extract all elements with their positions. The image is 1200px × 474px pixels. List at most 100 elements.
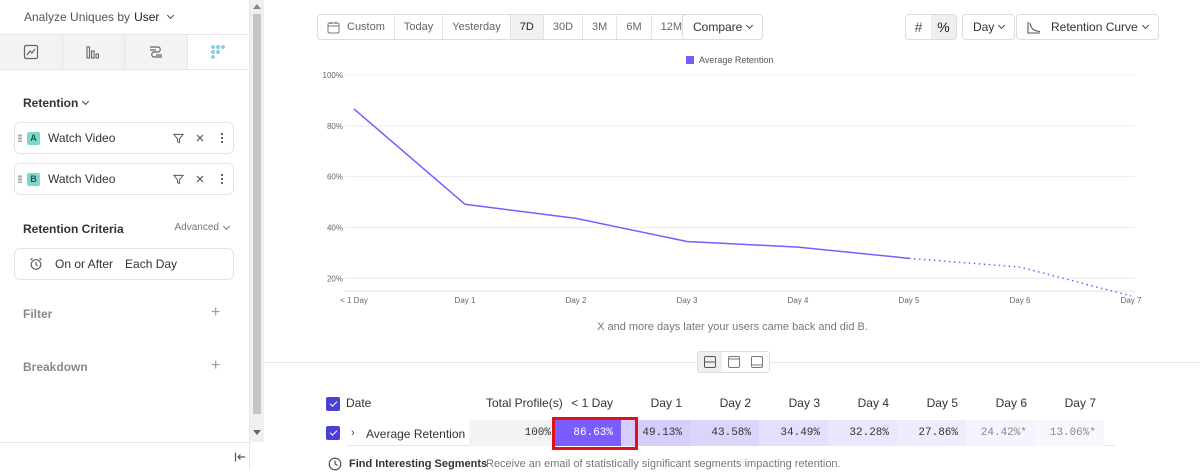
- alarm-clock-icon: [30, 257, 42, 270]
- sidebar-footer: [0, 442, 250, 470]
- x-tick-label: Day 1: [455, 296, 476, 305]
- x-tick-label: Day 2: [566, 296, 587, 305]
- close-icon[interactable]: [189, 133, 211, 143]
- layout-toggle: [697, 351, 770, 373]
- close-icon[interactable]: [189, 174, 211, 184]
- date-option-label: Custom: [347, 21, 385, 33]
- compare-button[interactable]: Compare: [682, 14, 764, 40]
- analyze-prefix: Analyze Uniques by: [24, 10, 131, 24]
- column-header-day[interactable]: Day 2: [719, 396, 751, 410]
- table-view-icon[interactable]: [745, 352, 769, 372]
- column-header-day[interactable]: Day 4: [857, 396, 889, 410]
- date-option-30d[interactable]: 30D: [544, 15, 584, 39]
- drag-handle-icon[interactable]: [18, 175, 22, 183]
- expand-row-chevron-icon[interactable]: ›: [351, 427, 355, 439]
- x-tick-label: Day 7: [1121, 296, 1142, 305]
- x-tick-label: < 1 Day: [340, 296, 368, 305]
- event-b-card[interactable]: B Watch Video: [14, 163, 234, 195]
- date-option-7d[interactable]: 7D: [510, 15, 544, 39]
- criteria-interval: Each Day: [125, 257, 178, 271]
- analyze-by-selector[interactable]: Analyze Uniques by User: [24, 10, 175, 24]
- retention-cell[interactable]: 43.58%: [690, 420, 759, 446]
- chevron-down-icon: [998, 21, 1006, 30]
- granularity-dropdown[interactable]: Day: [962, 14, 1016, 40]
- scroll-down-arrow-icon[interactable]: [253, 430, 261, 435]
- tab-retention[interactable]: [187, 35, 249, 69]
- filter-icon[interactable]: [167, 174, 189, 185]
- collapse-sidebar-icon[interactable]: [234, 451, 246, 463]
- tab-flows[interactable]: [125, 35, 188, 69]
- retention-cell[interactable]: 49.13%: [621, 420, 690, 446]
- chart-view-icon[interactable]: [722, 352, 746, 372]
- date-option-yesterday[interactable]: Yesterday: [443, 15, 511, 39]
- select-all-checkbox[interactable]: [326, 397, 340, 411]
- more-options-icon[interactable]: [211, 132, 233, 144]
- add-breakdown-plus-icon[interactable]: +: [211, 357, 221, 374]
- retention-cell[interactable]: 24.42%*: [966, 420, 1035, 446]
- date-option-3m[interactable]: 3M: [583, 15, 618, 39]
- y-tick-label: 40%: [327, 223, 343, 232]
- y-tick-label: 80%: [327, 122, 343, 131]
- chevron-down-icon: [1141, 21, 1149, 30]
- bar-chart-icon: [86, 46, 100, 59]
- legend-label: Average Retention: [699, 55, 774, 65]
- series-line-incomplete: [908, 257, 1132, 297]
- column-header-day[interactable]: Day 1: [650, 396, 682, 410]
- chevron-down-icon: [82, 97, 90, 106]
- criteria-condition: On or After: [55, 257, 114, 271]
- retention-cell[interactable]: 13.06%*: [1035, 420, 1104, 446]
- line-chart-icon: [23, 44, 38, 60]
- hash-icon[interactable]: #: [914, 19, 923, 35]
- column-header-day[interactable]: Day 5: [926, 396, 958, 410]
- add-filter-plus-icon[interactable]: +: [211, 304, 221, 321]
- retention-criteria-selector[interactable]: On or After Each Day: [14, 248, 234, 280]
- sidebar-scrollbar[interactable]: [250, 0, 264, 442]
- drag-handle-icon[interactable]: [18, 134, 22, 142]
- retention-cell[interactable]: 34.49%: [759, 420, 828, 446]
- retention-cell[interactable]: 86.63%: [552, 420, 621, 446]
- breakdown-title: Breakdown: [23, 360, 88, 374]
- retention-cell[interactable]: 32.28%: [828, 420, 897, 446]
- date-option-6m[interactable]: 6M: [617, 15, 652, 39]
- filter-title: Filter: [23, 307, 53, 321]
- more-options-icon[interactable]: [211, 173, 233, 185]
- find-segments-link[interactable]: Find Interesting Segments: [349, 458, 488, 470]
- date-option-12m[interactable]: 12M: [660, 21, 683, 33]
- column-header-day[interactable]: Day 7: [1064, 396, 1096, 410]
- event-a-card[interactable]: A Watch Video: [14, 122, 234, 154]
- highlight-box: [552, 417, 638, 450]
- column-header-day[interactable]: < 1 Day: [571, 396, 613, 410]
- retention-section-title[interactable]: Retention: [23, 96, 90, 110]
- date-option-today[interactable]: Today: [395, 15, 444, 39]
- row-total-cell: 100%: [469, 420, 559, 446]
- event-badge: A: [27, 131, 40, 145]
- chevron-down-icon: [222, 222, 231, 230]
- compare-label: Compare: [693, 20, 743, 34]
- retention-cell[interactable]: 27.86%: [897, 420, 966, 446]
- visualization-tabs: [0, 34, 249, 70]
- segments-icon: [328, 457, 342, 474]
- column-header-total[interactable]: Total Profile(s): [486, 396, 563, 410]
- date-option-custom[interactable]: Custom: [318, 15, 395, 39]
- column-header-date[interactable]: Date: [346, 396, 372, 410]
- chart-caption: X and more days later your users came ba…: [597, 321, 868, 333]
- retention-title-label: Retention: [23, 96, 79, 110]
- tab-funnels[interactable]: [62, 35, 125, 69]
- chart-legend[interactable]: Average Retention: [686, 55, 773, 65]
- retention-grid-icon: [211, 45, 225, 59]
- chart-type-dropdown[interactable]: Retention Curve: [1016, 14, 1159, 40]
- scroll-up-arrow-icon[interactable]: [253, 4, 261, 9]
- column-header-day[interactable]: Day 3: [788, 396, 820, 410]
- advanced-toggle[interactable]: Advanced: [175, 222, 231, 233]
- split-view-icon[interactable]: [698, 352, 722, 372]
- column-header-day[interactable]: Day 6: [995, 396, 1027, 410]
- x-tick-label: Day 5: [899, 296, 920, 305]
- find-segments-description: Receive an email of statistically signif…: [486, 458, 841, 470]
- percent-icon[interactable]: %: [931, 15, 956, 39]
- scroll-thumb[interactable]: [253, 14, 261, 414]
- y-tick-label: 100%: [323, 71, 343, 80]
- tab-insights[interactable]: [0, 35, 63, 69]
- y-tick-label: 60%: [327, 173, 343, 182]
- filter-icon[interactable]: [167, 133, 189, 144]
- row-checkbox[interactable]: [326, 426, 340, 440]
